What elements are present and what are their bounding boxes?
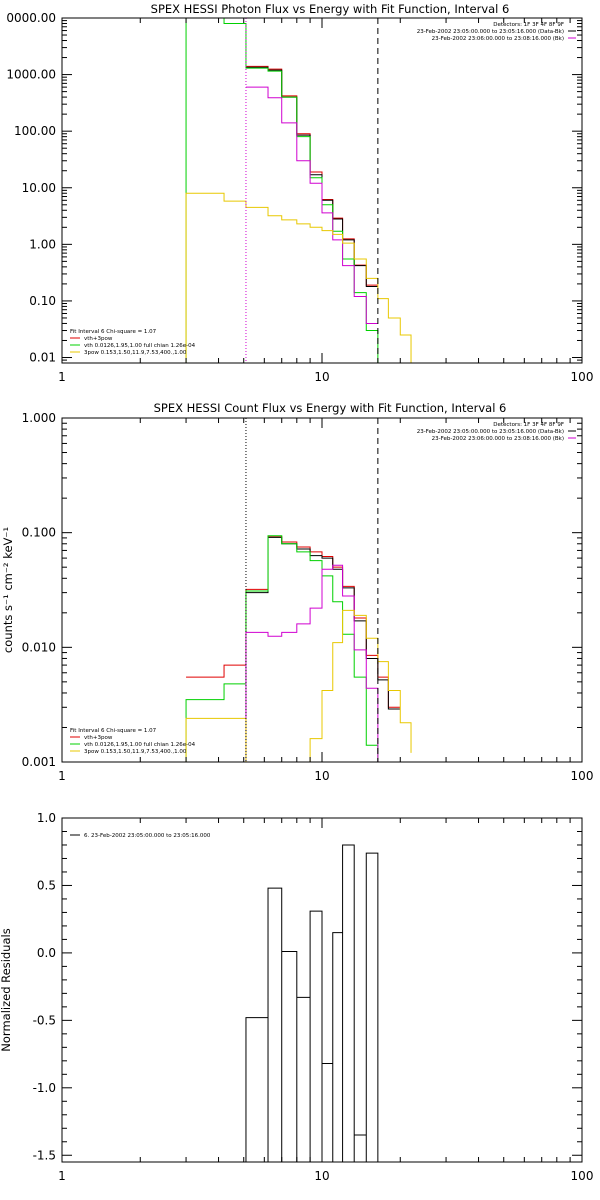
residuals-y-axis-label: Normalized Residuals [0,928,13,1051]
photon-series-4-3pow-0-153-1-50-11-9-7-5 [185,192,412,363]
photon-x-tick-label: 1 [58,370,66,384]
photon-y-tick-label: 10.00 [22,181,56,195]
count-chart-title: SPEX HESSI Count Flux vs Energy with Fit… [154,401,507,415]
residuals-y-tick-label: -1.0 [33,1081,56,1095]
photon-legend-label-2: 3pow 0.153,1.50,11.9,7.53,400.,1.00 [84,350,187,356]
count-series-4-3pow-0-153-1-50-11-9-7-5 [185,609,412,762]
count-y-tick-label: 0.100 [22,526,56,540]
residuals-panel: Normalized Residuals 1 10 100 -1.5 -1.0 -0.5 0… [0,811,593,1183]
photon-series-0-vth-3pow [245,65,378,286]
photon-legend-label-1: vth 0.0126,1.95,1.00 full chian 1.26e-04 [84,343,196,349]
photon-series-3-magenta [245,86,378,324]
photon-series-1-data [245,66,378,287]
photon-legend-label-0: vth+3pow [84,336,113,342]
photon-x-tick-label: 100 [571,370,594,384]
residuals-y-tick-label: -0.5 [33,1013,56,1027]
photon-y-tick-label: 0.10 [29,294,56,308]
count-legend-label-2: 3pow 0.153,1.50,11.9,7.53,400.,1.00 [84,749,187,755]
count-y-tick-label: 1.000 [22,411,56,425]
photon-legend-title: Fit Interval 6 Chi-square = 1.07 [70,329,157,335]
residuals-y-tick-label: 1.0 [37,811,56,825]
residuals-x-tick-label: 100 [571,1169,594,1183]
count-series-group [185,535,412,762]
count-header-line-1: 23-Feb-2002 23:05:00.000 to 23:05:16.000… [417,429,564,435]
photon-y-tick-label: 0000.00 [6,11,56,25]
photon-chart-title: SPEX HESSI Photon Flux vs Energy with Fi… [151,2,510,16]
count-x-tick-label: 10 [314,769,329,783]
count-series-1-data [245,536,401,710]
photon-series-group [185,18,412,363]
photon-flux-panel: SPEX HESSI Photon Flux vs Energy with Fi… [6,2,593,384]
photon-x-tick-label: 10 [314,370,329,384]
residuals-series-group [245,844,379,1162]
count-legend-label-0: vth+3pow [84,735,113,741]
count-x-tick-label: 100 [571,769,594,783]
count-y-axis-label: counts s⁻¹ cm⁻² keV⁻¹ [1,527,15,653]
count-series-0-vth-3pow [186,535,401,708]
count-legend-title: Fit Interval 6 Chi-square = 1.07 [70,728,157,734]
count-y-tick-label: 0.001 [22,755,56,769]
photon-header-line-0: Detectors: 1F 3F 4F 8F 9F [493,22,564,28]
count-x-tick-label: 1 [58,769,66,783]
photon-y-tick-label: 1000.00 [6,68,56,82]
count-flux-panel: SPEX HESSI Count Flux vs Energy with Fit… [1,401,593,783]
count-legend-label-1: vth 0.0126,1.95,1.00 full chian 1.26e-04 [84,742,196,748]
photon-y-tick-label: 0.01 [29,351,56,365]
residuals-y-tick-label: -1.5 [33,1148,56,1162]
photon-header-line-1: 23-Feb-2002 23:05:00.000 to 23:05:16.000… [417,29,564,35]
photon-header-line-2: 23-Feb-2002 23:06:00.000 to 23:08:16.000… [432,36,564,42]
residuals-y-tick-label: 0.0 [37,946,56,960]
count-series-2-vth-0-0126-1-95-1-00-ful [185,535,379,762]
photon-y-tick-label: 100.00 [14,124,56,138]
residuals-x-tick-label: 10 [314,1169,329,1183]
count-header-line-0: Detectors: 1F 3F 4F 8F 9F [493,422,564,428]
residuals-legend-label-0: 6. 23-Feb-2002 23:05:00.000 to 23:05:16.… [84,833,211,839]
residuals-y-tick-label: 0.5 [37,878,56,892]
residuals-x-tick-label: 1 [58,1169,66,1183]
count-header-line-2: 23-Feb-2002 23:06:00.000 to 23:08:16.000… [432,436,564,442]
residuals-series-0-6-23-feb-2002-23-05-00-0 [245,844,379,1162]
photon-y-tick-label: 1.00 [29,237,56,251]
count-y-tick-label: 0.010 [22,640,56,654]
count-series-3-magenta [245,564,379,762]
